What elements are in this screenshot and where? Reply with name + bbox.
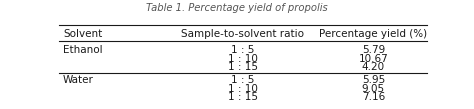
Text: 1 : 15: 1 : 15 [228, 92, 258, 102]
Text: Water: Water [63, 75, 94, 85]
Text: 1 : 10: 1 : 10 [228, 84, 258, 94]
Text: 10.67: 10.67 [358, 54, 388, 64]
Text: Sample-to-solvent ratio: Sample-to-solvent ratio [182, 29, 304, 39]
Text: 5.79: 5.79 [362, 45, 385, 55]
Text: Ethanol: Ethanol [63, 45, 102, 55]
Text: 9.05: 9.05 [362, 84, 385, 94]
Text: 1 : 10: 1 : 10 [228, 54, 258, 64]
Text: 7.16: 7.16 [362, 92, 385, 102]
Text: 4.20: 4.20 [362, 62, 385, 72]
Text: 1 : 5: 1 : 5 [231, 75, 255, 85]
Text: 1 : 5: 1 : 5 [231, 45, 255, 55]
Text: 5.95: 5.95 [362, 75, 385, 85]
Text: 1 : 15: 1 : 15 [228, 62, 258, 72]
Text: Percentage yield (%): Percentage yield (%) [319, 29, 428, 39]
Text: Table 1. Percentage yield of propolis: Table 1. Percentage yield of propolis [146, 3, 328, 13]
Text: Solvent: Solvent [63, 29, 102, 39]
